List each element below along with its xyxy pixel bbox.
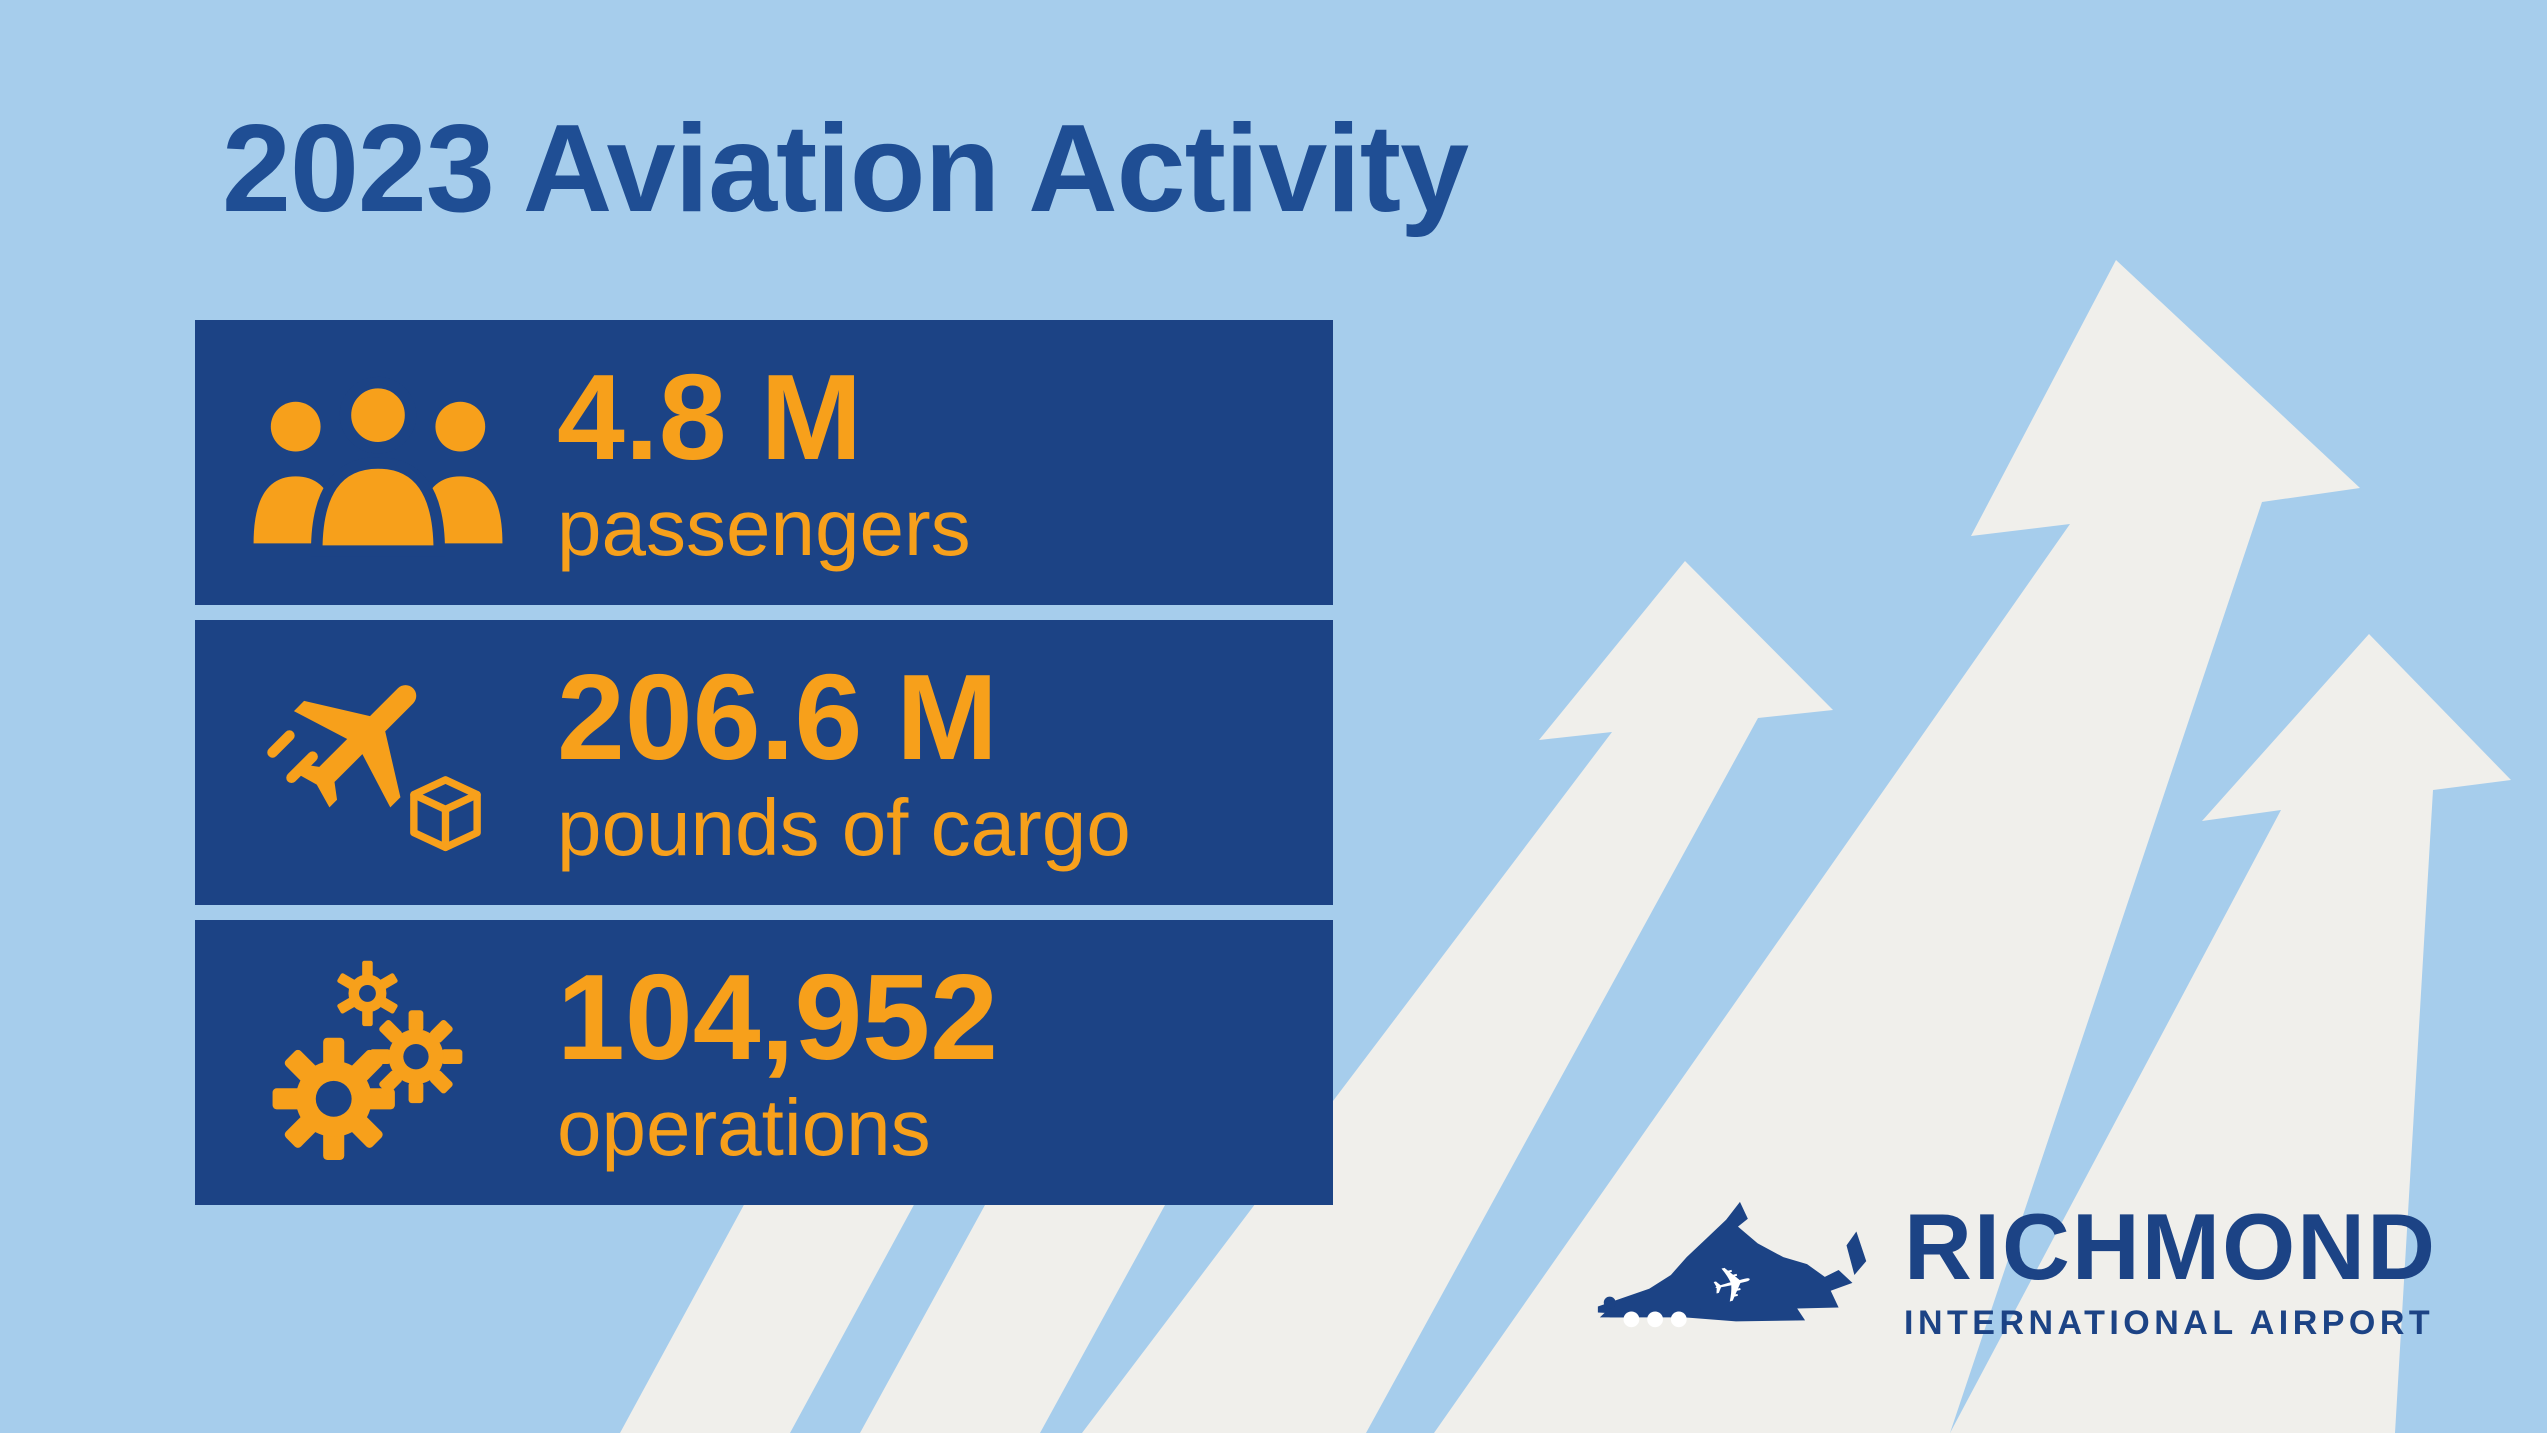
airport-subtitle: INTERNATIONAL AIRPORT <box>1904 1303 2435 1342</box>
airport-name: RICHMOND <box>1904 1193 2437 1299</box>
operations-gears-icon <box>223 947 533 1179</box>
stat-label: operations <box>557 1082 931 1172</box>
up-arrow-right <box>1950 634 2511 1433</box>
up-arrow-left <box>1082 561 1833 1433</box>
cargo-plane-icon <box>223 647 533 879</box>
stat-box-cargo: 206.6 M pounds of cargo <box>195 620 1333 905</box>
passengers-icon <box>223 367 533 559</box>
stat-box-operations: 104,952 operations <box>195 920 1333 1205</box>
page-title: 2023 Aviation Activity <box>222 100 1469 238</box>
virginia-state-with-plane-and-bridge-icon: ✈ <box>1597 1201 1867 1328</box>
airport-logo: ✈ RICHMOND INTERNATIONAL AIRPORT <box>1588 1192 2437 1350</box>
stat-value: 104,952 <box>557 948 998 1085</box>
stat-box-passengers: 4.8 M passengers <box>195 320 1333 605</box>
stats-panel-group: 4.8 M passengers <box>195 320 1333 1205</box>
up-arrow-main <box>1434 260 2360 1433</box>
stat-label: pounds of cargo <box>557 782 1131 872</box>
airport-logo-text: RICHMOND INTERNATIONAL AIRPORT <box>1904 1193 2437 1343</box>
stat-value: 206.6 M <box>557 648 998 785</box>
stat-text-operations: 104,952 operations <box>557 956 998 1170</box>
stat-text-passengers: 4.8 M passengers <box>557 356 971 570</box>
stat-label: passengers <box>557 482 971 572</box>
stat-text-cargo: 206.6 M pounds of cargo <box>557 656 1131 870</box>
stat-value: 4.8 M <box>557 348 863 485</box>
